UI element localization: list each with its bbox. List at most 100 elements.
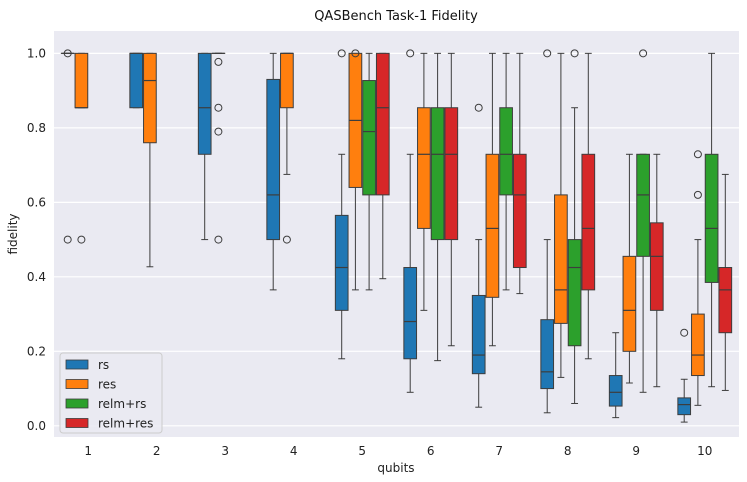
box-res-5 <box>348 49 363 291</box>
legend-swatch <box>65 418 89 428</box>
box-rs-5 <box>334 49 349 360</box>
legend-label: relm+res <box>98 417 153 431</box>
outlier-point <box>214 103 223 112</box>
iqr-box <box>718 267 733 334</box>
iqr-box <box>485 153 500 298</box>
outlier-point <box>77 235 86 244</box>
iqr-box <box>444 107 459 241</box>
iqr-box <box>540 319 555 390</box>
box-relm-plus-res-10 <box>718 173 733 391</box>
y-tick-label: 0.8 <box>27 121 46 135</box>
outlier-point <box>351 49 360 58</box>
y-tick-label: 1.0 <box>27 46 46 60</box>
box-rs-8 <box>540 49 555 414</box>
box-res-7 <box>485 52 500 347</box>
outlier-point <box>337 49 346 58</box>
box-relm-plus-res-8 <box>581 52 596 360</box>
series-relm-plus-rs <box>362 49 719 404</box>
y-tick-label: 0.6 <box>27 195 46 209</box>
iqr-box <box>143 52 157 144</box>
legend: rs res relm+rs relm+res <box>59 352 163 434</box>
iqr-box <box>622 255 637 352</box>
x-tick-label: 7 <box>495 444 503 458</box>
box-res-4 <box>280 52 294 244</box>
iqr-box <box>649 222 664 311</box>
series-relm-plus-res <box>375 52 733 391</box>
box-rs-6 <box>403 49 418 393</box>
box-res-8 <box>554 52 568 378</box>
iqr-box <box>581 153 596 291</box>
box-res-6 <box>417 52 431 311</box>
chart-title: QASBench Task-1 Fidelity <box>314 9 478 24</box>
legend-frame <box>59 352 163 434</box>
box-rs-1 <box>60 49 75 244</box>
x-tick-label: 9 <box>632 444 640 458</box>
iqr-box <box>636 153 650 257</box>
box-res-3 <box>211 52 226 244</box>
iqr-box <box>266 78 281 241</box>
iqr-box <box>362 80 376 196</box>
iqr-box <box>430 107 445 241</box>
iqr-box <box>129 52 144 109</box>
box-res-10 <box>691 150 705 406</box>
y-tick-label: 0.0 <box>27 419 46 433</box>
box-rs-7 <box>471 103 486 408</box>
legend-label: res <box>98 378 116 392</box>
box-relm-plus-rs-8 <box>567 49 582 404</box>
box-relm-plus-res-7 <box>512 52 527 295</box>
box-relm-plus-rs-6 <box>430 52 445 362</box>
box-res-9 <box>622 153 637 384</box>
iqr-box <box>554 194 568 324</box>
box-relm-plus-res-6 <box>444 52 459 347</box>
box-relm-plus-res-5 <box>375 52 390 280</box>
iqr-box <box>567 239 582 347</box>
iqr-box <box>403 267 418 360</box>
box-relm-plus-rs-9 <box>636 49 650 393</box>
y-tick-label: 0.2 <box>27 344 46 358</box>
iqr-box <box>197 52 212 155</box>
box-rs-2 <box>129 52 144 109</box>
series-rs <box>60 49 692 423</box>
iqr-box <box>74 52 89 109</box>
box-rs-3 <box>197 52 212 241</box>
box-rs-9 <box>608 332 623 419</box>
outlier-point <box>214 127 223 136</box>
x-tick-label: 5 <box>358 444 366 458</box>
box-relm-plus-rs-10 <box>704 52 719 388</box>
box-relm-plus-rs-7 <box>499 52 513 291</box>
outlier-point <box>214 235 223 244</box>
outlier-point <box>406 49 415 58</box>
y-axis-title: fidelity <box>6 213 20 254</box>
outlier-point <box>282 235 291 244</box>
legend-swatch <box>65 379 89 389</box>
iqr-box <box>608 375 623 407</box>
iqr-box <box>334 214 349 311</box>
iqr-box <box>704 153 719 283</box>
iqr-box <box>471 294 486 375</box>
x-tick-label: 3 <box>221 444 229 458</box>
y-tick-label: 0.4 <box>27 270 46 284</box>
series-res <box>74 49 705 406</box>
tick-labels: 0.0 0.2 0.4 0.6 0.8 1.0 1 2 3 4 5 6 7 8 9 10 <box>27 46 712 458</box>
iqr-box <box>512 153 527 269</box>
outlier-point <box>680 328 689 337</box>
outlier-point <box>543 49 552 58</box>
box-series-layer <box>60 49 733 423</box>
iqr-box <box>280 52 294 109</box>
box-relm-plus-rs-5 <box>362 52 376 291</box>
legend-label: relm+rs <box>98 397 146 411</box>
outlier-point <box>63 235 72 244</box>
outlier-point <box>214 57 223 66</box>
iqr-box <box>417 107 431 229</box>
x-tick-label: 4 <box>290 444 298 458</box>
box-relm-plus-res-9 <box>649 153 664 388</box>
iqr-box <box>677 397 692 416</box>
x-tick-label: 10 <box>697 444 712 458</box>
box-rs-10 <box>677 328 692 423</box>
box-res-2 <box>143 52 157 268</box>
outlier-point <box>63 49 72 58</box>
x-tick-label: 6 <box>427 444 435 458</box>
outlier-point <box>570 49 579 58</box>
